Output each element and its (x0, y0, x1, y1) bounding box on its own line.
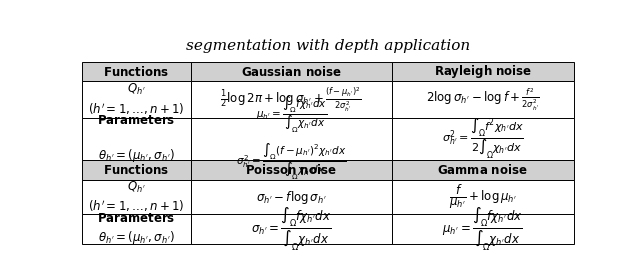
Bar (392, 215, 573, 244)
Bar (83, 118, 191, 160)
Text: $\sigma_{h^\prime} = \dfrac{\int_\Omega f\chi_{h^\prime}dx}{\int_\Omega \chi_{h^: $\sigma_{h^\prime} = \dfrac{\int_\Omega … (251, 206, 332, 253)
Bar (191, 160, 392, 180)
Bar (83, 215, 191, 244)
Text: $Q_{h^\prime}$
$(h^\prime = 1,\ldots,n+1)$: $Q_{h^\prime}$ $(h^\prime = 1,\ldots,n+1… (88, 82, 185, 117)
Bar (191, 215, 392, 244)
Text: $\mu_{h^\prime} = \dfrac{\int_\Omega f\chi_{h^\prime}dx}{\int_\Omega \chi_{h^\pr: $\mu_{h^\prime} = \dfrac{\int_\Omega f\c… (442, 206, 523, 253)
Bar (191, 118, 392, 160)
Text: $\sigma_{h^\prime} - f\log \sigma_{h^\prime}$: $\sigma_{h^\prime} - f\log \sigma_{h^\pr… (256, 189, 326, 206)
Text: $\sigma_{h^\prime}^2 = \dfrac{\int_\Omega f^2\chi_{h^\prime}dx}{2\int_\Omega \ch: $\sigma_{h^\prime}^2 = \dfrac{\int_\Omeg… (442, 117, 524, 161)
Text: segmentation with depth application: segmentation with depth application (186, 39, 470, 53)
Bar (392, 118, 573, 160)
Text: $\mathbf{Gamma\ noise}$: $\mathbf{Gamma\ noise}$ (437, 163, 528, 177)
Bar (83, 62, 191, 81)
Bar (392, 180, 573, 215)
Bar (191, 180, 392, 215)
Bar (83, 180, 191, 215)
Bar (83, 160, 191, 180)
Text: $\mathbf{Poisson\ noise}$: $\mathbf{Poisson\ noise}$ (245, 163, 337, 177)
Bar (392, 81, 573, 118)
Text: $\dfrac{f}{\mu_{h^\prime}} + \log \mu_{h^\prime}$: $\dfrac{f}{\mu_{h^\prime}} + \log \mu_{h… (449, 183, 517, 211)
Text: $\frac{1}{2}\log 2\pi + \log \sigma_{h^\prime} + \frac{(f-\mu_{h^\prime})^2}{2\s: $\frac{1}{2}\log 2\pi + \log \sigma_{h^\… (220, 85, 362, 114)
Text: $\mathbf{Functions}$: $\mathbf{Functions}$ (104, 65, 170, 79)
Bar (83, 81, 191, 118)
Text: $\mathbf{Functions}$: $\mathbf{Functions}$ (104, 163, 170, 177)
Text: $\mathbf{Rayleigh\ noise}$: $\mathbf{Rayleigh\ noise}$ (434, 63, 532, 80)
Bar (392, 160, 573, 180)
Bar (191, 62, 392, 81)
Text: $\mu_{h^\prime} = \dfrac{\int_\Omega f\chi_{h^\prime}dx}{\int_\Omega \chi_{h^\pr: $\mu_{h^\prime} = \dfrac{\int_\Omega f\c… (236, 95, 346, 182)
Text: $2\log \sigma_{h^\prime} - \log f + \frac{f^2}{2\sigma_{h^\prime}^2}$: $2\log \sigma_{h^\prime} - \log f + \fra… (426, 86, 540, 112)
Bar (392, 62, 573, 81)
Text: $\mathbf{Parameters}$
$\theta_{h^\prime} = (\mu_{h^\prime}, \sigma_{h^\prime})$: $\mathbf{Parameters}$ $\theta_{h^\prime}… (97, 212, 175, 246)
Text: $\mathbf{Gaussian\ noise}$: $\mathbf{Gaussian\ noise}$ (241, 65, 342, 79)
Text: $\mathbf{Parameters}$

$\theta_{h^\prime} = (\mu_{h^\prime}, \sigma_{h^\prime})$: $\mathbf{Parameters}$ $\theta_{h^\prime}… (97, 114, 175, 164)
Text: $Q_{h^\prime}$
$(h^\prime = 1,\ldots,n+1)$: $Q_{h^\prime}$ $(h^\prime = 1,\ldots,n+1… (88, 180, 185, 214)
Bar (191, 81, 392, 118)
